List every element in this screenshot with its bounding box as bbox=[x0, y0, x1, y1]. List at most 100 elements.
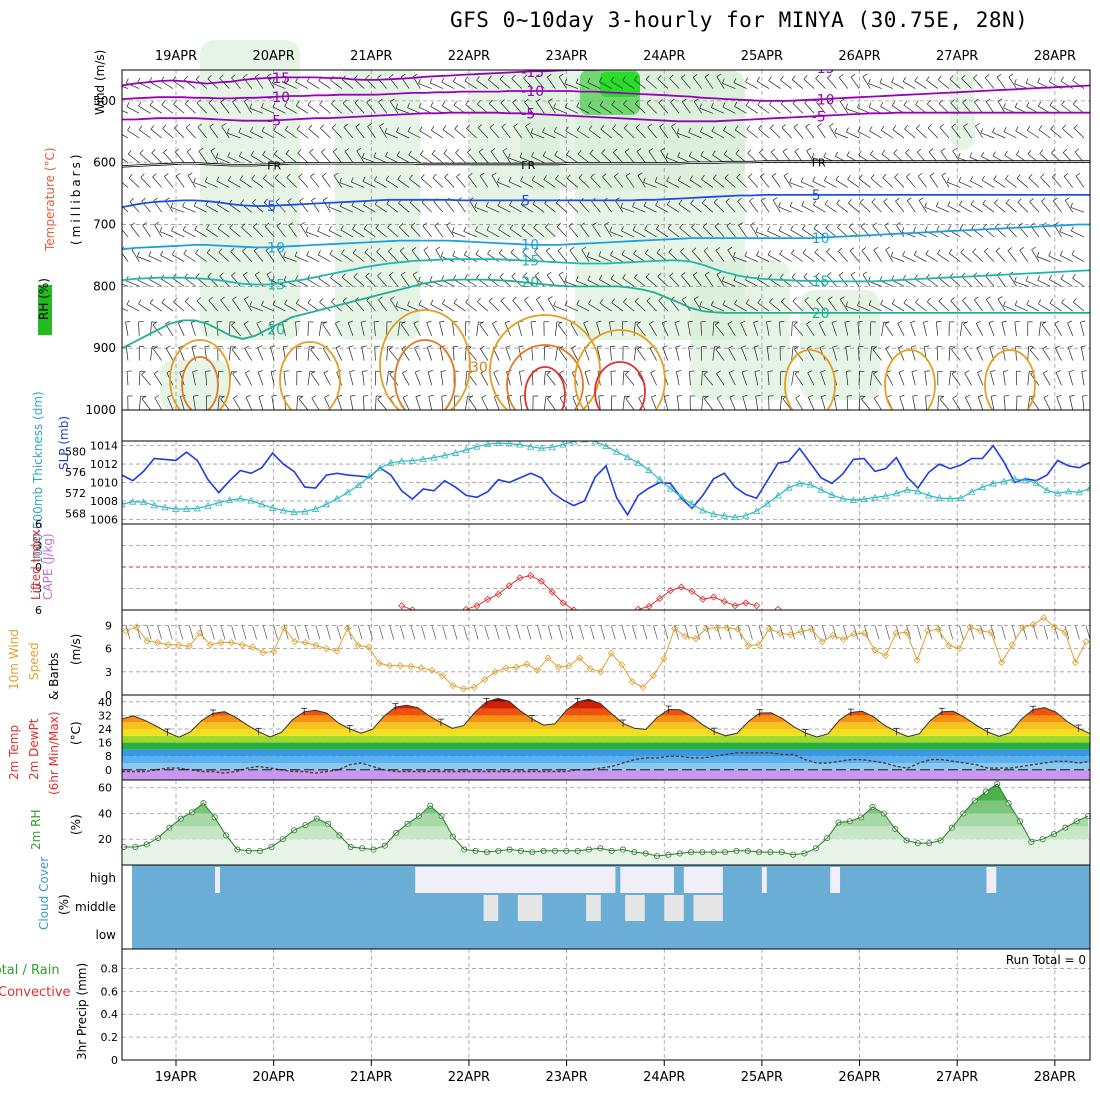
wind-barb bbox=[361, 346, 365, 361]
wind-barb bbox=[1005, 178, 1017, 188]
wind-barb-flag bbox=[452, 274, 457, 280]
wind-barb-flag bbox=[377, 74, 382, 79]
wind-tick-label: 9 bbox=[105, 619, 112, 632]
wind-barb bbox=[713, 202, 725, 213]
wind-barb-flag bbox=[1052, 173, 1057, 178]
wind-barb-flag bbox=[926, 100, 931, 105]
wind-barb-flag bbox=[699, 103, 702, 109]
rh-bands bbox=[122, 783, 1090, 865]
wind-barb-flag bbox=[976, 345, 982, 349]
wind-barb-flag bbox=[323, 370, 329, 374]
wind-barb-flag bbox=[745, 101, 750, 106]
wind-barb-flag bbox=[873, 395, 879, 399]
wind-barb-10m bbox=[916, 625, 922, 640]
wind-barb-flag bbox=[1007, 247, 1013, 251]
wind-barb bbox=[962, 102, 972, 114]
wind-barb bbox=[160, 80, 174, 89]
wind-barb-flag bbox=[153, 370, 159, 374]
wind-barb-flag bbox=[1017, 198, 1022, 203]
ylabel-cloud: Cloud Cover bbox=[37, 857, 51, 930]
wind-barb bbox=[194, 229, 207, 238]
wind-barb-flag bbox=[1037, 299, 1042, 305]
wind-barb-flag bbox=[781, 124, 786, 129]
wind-barb bbox=[1070, 207, 1085, 213]
wind-barb-flag bbox=[902, 77, 906, 82]
wind-barb bbox=[257, 371, 264, 386]
wind-barb bbox=[949, 78, 961, 89]
wind-barb-10m bbox=[357, 625, 363, 640]
wind-barb-flag bbox=[726, 222, 731, 227]
li-point bbox=[677, 583, 685, 591]
wind-barb-flag bbox=[681, 74, 686, 79]
wind-barb bbox=[868, 83, 882, 89]
wind-barb-flag bbox=[272, 276, 275, 282]
wind-barb bbox=[152, 176, 163, 188]
wind-point bbox=[871, 646, 879, 654]
wind-barb-flag bbox=[252, 198, 256, 204]
slp-tick-label: 1006 bbox=[90, 513, 118, 526]
wind-barb bbox=[509, 204, 522, 213]
wind-barb-flag bbox=[399, 223, 404, 228]
wind-barb-flag bbox=[342, 297, 347, 302]
wind-barb-flag bbox=[577, 149, 582, 155]
li-point bbox=[720, 597, 728, 605]
wind-barb-10m bbox=[864, 625, 869, 640]
wind-barb bbox=[778, 206, 792, 213]
wind-barb bbox=[670, 102, 680, 114]
wind-barb bbox=[320, 151, 331, 163]
wind-barb-flag bbox=[857, 103, 860, 108]
wind-barb bbox=[205, 181, 219, 188]
wind-barb-flag bbox=[1037, 77, 1041, 83]
wind-barb-flag bbox=[901, 227, 905, 233]
wind-barb-flag bbox=[489, 123, 494, 128]
wind-barb bbox=[681, 77, 691, 89]
wind-barb bbox=[963, 348, 972, 361]
wind-barb bbox=[632, 230, 646, 238]
wind-barb bbox=[245, 372, 253, 386]
wind-barb bbox=[196, 300, 207, 312]
wind-barb-flag bbox=[171, 226, 174, 232]
contour-label: 5 bbox=[521, 193, 530, 209]
wind-barb bbox=[165, 348, 174, 361]
wind-barb bbox=[1063, 176, 1074, 188]
wind-barb bbox=[127, 153, 140, 164]
wind-barb bbox=[284, 303, 297, 312]
wind-barb-flag bbox=[963, 123, 968, 127]
rh-tick-label: 60 bbox=[98, 782, 112, 795]
wind-barb-10m bbox=[252, 625, 257, 640]
wind-barb bbox=[779, 396, 782, 410]
wind-barb-flag bbox=[512, 296, 517, 301]
wind-barb bbox=[253, 250, 264, 262]
wind-barb-flag bbox=[231, 74, 236, 79]
wind-barb bbox=[318, 254, 331, 262]
wind-barb bbox=[1067, 322, 1074, 336]
wind-barb-flag bbox=[926, 76, 930, 81]
wind-barb bbox=[543, 179, 556, 188]
wind-barb-flag bbox=[413, 320, 419, 324]
wind-barb-flag bbox=[195, 249, 199, 254]
wind-barb bbox=[645, 276, 657, 287]
wind-barb-flag bbox=[794, 370, 800, 374]
wind-barb-flag bbox=[1038, 125, 1043, 130]
wind-barb-10m bbox=[442, 625, 447, 640]
cloud-middle-segment bbox=[483, 895, 499, 921]
wind-barb bbox=[1002, 371, 1006, 386]
wind-barb-flag bbox=[767, 226, 770, 232]
wind-barb-flag bbox=[530, 128, 534, 134]
temp-band bbox=[122, 749, 1090, 757]
wind-barb-flag bbox=[813, 224, 818, 229]
wind-barb-flag bbox=[415, 394, 421, 398]
wind-barb-flag bbox=[564, 300, 568, 306]
contour-label: 15 bbox=[521, 253, 539, 269]
wind-barb-flag bbox=[348, 345, 354, 348]
wind-barb-flag bbox=[982, 199, 986, 205]
thickness-point bbox=[656, 475, 664, 483]
wind-barb-flag bbox=[1069, 394, 1075, 397]
wind-barb-flag bbox=[283, 252, 286, 257]
wind-barb bbox=[634, 79, 646, 89]
wind-barb bbox=[481, 397, 489, 410]
wind-barb bbox=[453, 81, 466, 89]
contour-label: 5 bbox=[812, 188, 821, 204]
wind-barb-flag bbox=[584, 370, 590, 373]
wind-barb-flag bbox=[1026, 299, 1030, 305]
